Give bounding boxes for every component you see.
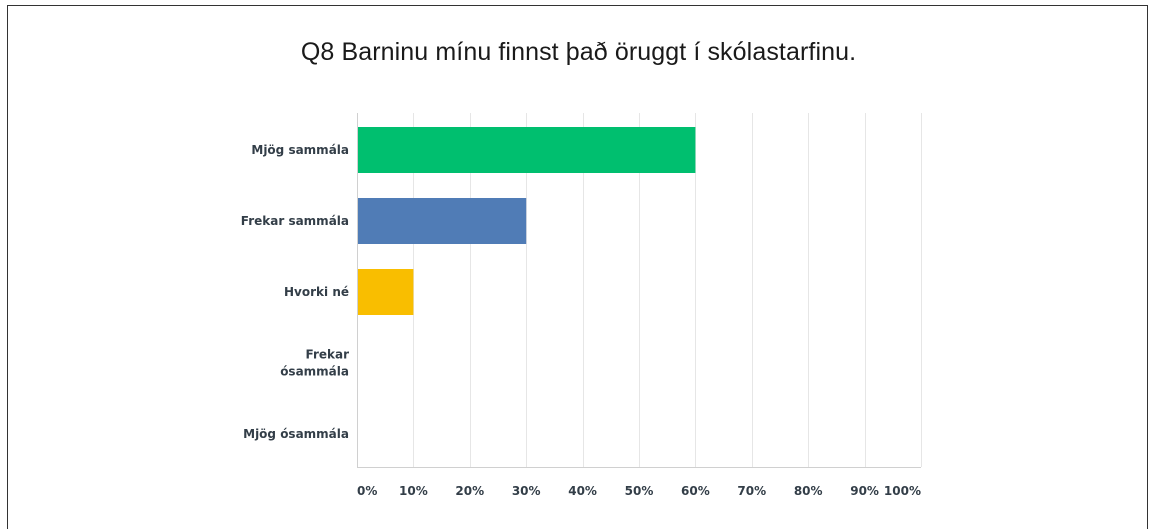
bar <box>358 127 696 173</box>
chart-title: Q8 Barninu mínu finnst það öruggt í skól… <box>300 38 857 66</box>
x-tick-label: 90% <box>850 484 879 498</box>
category-label: Hvorki né <box>284 285 349 299</box>
bar <box>358 198 527 244</box>
x-tick-label: 50% <box>625 484 654 498</box>
x-tick-label: 100% <box>884 484 921 498</box>
bar <box>358 269 414 315</box>
x-tick-label: 20% <box>455 484 484 498</box>
x-tick-label: 70% <box>737 484 766 498</box>
category-label: Mjög ósammála <box>243 427 349 441</box>
x-tick-label: 30% <box>512 484 541 498</box>
chart-frame: Q8 Barninu mínu finnst það öruggt í skól… <box>7 5 1148 529</box>
x-tick-label: 40% <box>568 484 597 498</box>
category-label: Mjög sammála <box>251 143 349 157</box>
x-tick-label: 0% <box>357 484 377 498</box>
x-tick-label: 60% <box>681 484 710 498</box>
x-tick-label: 10% <box>399 484 428 498</box>
category-label: Frekar ósammála <box>280 348 349 379</box>
category-label: Frekar sammála <box>241 214 349 228</box>
x-tick-label: 80% <box>794 484 823 498</box>
